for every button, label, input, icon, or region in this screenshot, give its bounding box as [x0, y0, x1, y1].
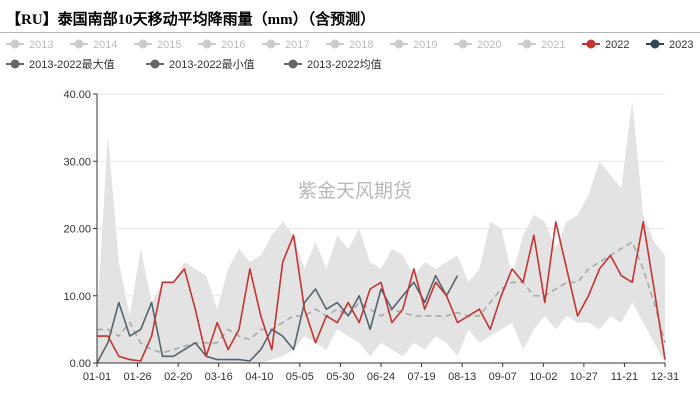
y-tick-label: 10.00	[63, 291, 91, 303]
chart-title: 【RU】泰国南部10天移动平均降雨量（mm）（含预测）	[6, 12, 376, 28]
x-tick-label: 07-19	[408, 371, 436, 383]
legend-item-12[interactable]: 2013-2022最大值	[6, 57, 115, 71]
legend-marker-icon	[150, 59, 160, 69]
legend-marker-icon	[650, 39, 660, 49]
legend-item-7[interactable]: 2019	[390, 39, 437, 51]
legend-label: 2014	[93, 39, 117, 51]
legend-item-11[interactable]: 2023	[646, 39, 693, 51]
legend-label: 2013-2022均值	[307, 58, 382, 71]
series-2013-2022-range-band	[97, 100, 665, 363]
legend-marker-icon	[10, 39, 20, 49]
x-tick-label: 03-16	[205, 371, 233, 383]
legend-marker-icon	[586, 39, 596, 49]
x-tick-label: 10-27	[570, 371, 598, 383]
legend-item-9[interactable]: 2021	[518, 39, 565, 51]
legend-label: 2019	[413, 39, 437, 51]
legend-marker-icon	[138, 39, 148, 49]
x-tick-label: 02-20	[164, 371, 192, 383]
legend-item-14[interactable]: 2013-2022均值	[284, 58, 382, 71]
y-tick-label: 20.00	[63, 224, 91, 236]
legend-label: 2022	[605, 39, 629, 51]
legend[interactable]: 2013 2014 2015 2016 2017 2018 2019 2020 2021 2022…	[6, 39, 693, 71]
legend-label: 2017	[285, 39, 309, 51]
y-tick-label: 40.00	[63, 89, 91, 101]
legend-marker-icon	[10, 59, 20, 69]
x-tick-label: 12-31	[651, 371, 679, 383]
x-tick-label: 01-26	[124, 371, 152, 383]
x-tick-label: 06-24	[367, 371, 395, 383]
legend-item-4[interactable]: 2016	[198, 39, 245, 51]
legend-item-3[interactable]: 2015	[134, 39, 181, 51]
plot-area	[96, 100, 666, 364]
legend-marker-icon	[394, 39, 404, 49]
legend-item-2[interactable]: 2014	[70, 39, 117, 51]
legend-label: 2021	[541, 39, 565, 51]
legend-marker-icon	[330, 39, 340, 49]
y-tick-label: 0.00	[70, 358, 91, 370]
legend-label: 2013-2022最小值	[169, 58, 255, 71]
legend-label: 2016	[221, 39, 245, 51]
legend-label: 2020	[477, 39, 501, 51]
watermark: 紫金天风期货	[298, 180, 412, 202]
x-tick-label: 05-05	[286, 371, 314, 383]
legend-label: 2013	[29, 39, 53, 51]
legend-label: 2013-2022最大值	[29, 57, 115, 71]
legend-label: 2015	[157, 39, 181, 51]
x-tick-label: 11-21	[611, 371, 638, 383]
y-tick-label: 30.00	[63, 156, 91, 168]
legend-marker-icon	[458, 39, 468, 49]
x-tick-label: 05-30	[326, 371, 354, 383]
x-tick-label: 04-10	[245, 371, 273, 383]
legend-marker-icon	[202, 39, 212, 49]
x-tick-label: 01-01	[83, 371, 111, 383]
x-tick-label: 10-02	[529, 371, 557, 383]
legend-item-1[interactable]: 2013	[6, 39, 53, 51]
legend-marker-icon	[74, 39, 84, 49]
legend-label: 2023	[669, 39, 693, 51]
legend-item-8[interactable]: 2020	[454, 39, 501, 51]
legend-marker-icon	[522, 39, 532, 49]
axes: 0.00 10.00 20.00 30.00 40.00 01-01 01-26 02-20 0…	[63, 89, 679, 383]
legend-item-5[interactable]: 2017	[262, 39, 309, 51]
legend-item-13[interactable]: 2013-2022最小值	[146, 58, 255, 71]
legend-marker-icon	[266, 39, 276, 49]
x-tick-label: 09-07	[489, 371, 517, 383]
legend-label: 2018	[349, 39, 373, 51]
legend-marker-icon	[288, 59, 298, 69]
legend-item-10[interactable]: 2022	[582, 39, 629, 51]
series-2022-line	[97, 221, 666, 362]
x-tick-label: 08-13	[448, 371, 476, 383]
series-2023-line	[96, 274, 459, 364]
title-divider	[0, 32, 700, 33]
legend-item-6[interactable]: 2018	[326, 39, 373, 51]
